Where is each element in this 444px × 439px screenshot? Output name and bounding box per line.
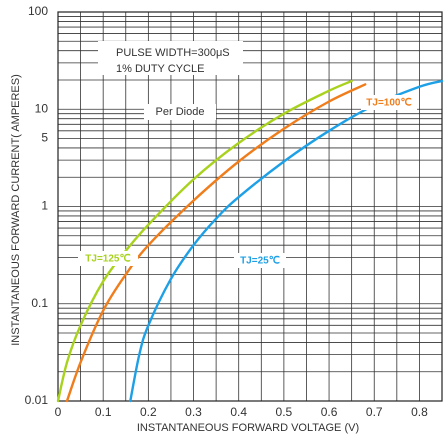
annotation-duty-cycle: 1% DUTY CYCLE [116, 63, 204, 75]
series-label-bg-125 [78, 251, 138, 266]
y-axis-label: INSTANTANEOUS FORWARD CURRENT( AMPERES) [10, 74, 22, 346]
grid [58, 12, 442, 401]
x-tick-label: 0.7 [366, 405, 383, 419]
series-label-tj-125: TJ=125℃ [85, 254, 130, 265]
y-tick-label: 100 [28, 4, 48, 18]
x-tick-label: 0.4 [230, 405, 247, 419]
x-axis-label: INSTANTANEOUS FORWARD VOLTAGE (V) [137, 422, 359, 434]
series-label-bg-100 [361, 95, 417, 110]
y-tick-label: 0.01 [25, 393, 49, 407]
y-tick-label: 0.1 [31, 296, 48, 310]
x-tick-label: 0 [55, 405, 62, 419]
series-label-tj-100: TJ=100℃ [366, 98, 411, 109]
x-tick-label: 0.1 [95, 405, 112, 419]
x-tick-label: 0.3 [185, 405, 202, 419]
series-line-2 [129, 79, 444, 403]
annotation-box [98, 41, 243, 75]
y-tick-label: 1 [41, 199, 48, 213]
x-tick-label: 0.5 [276, 405, 293, 419]
series-line-0 [56, 79, 353, 403]
plot-frame [57, 11, 443, 402]
per-diode-box [144, 104, 216, 120]
x-tick-label: 0.2 [140, 405, 157, 419]
series-curves [56, 79, 444, 403]
series-line-1 [65, 83, 367, 403]
y-tick-labels: 0.01 0.1 1 5 10 100 [25, 4, 49, 407]
x-tick-labels: 0 0.1 0.2 0.3 0.4 0.5 0.6 0.7 0.8 [55, 405, 428, 419]
y-tick-label: 5 [41, 131, 48, 145]
series-label-bg-25 [234, 253, 286, 268]
annotation-per-diode: Per Diode [156, 106, 205, 118]
series-label-tj-25: TJ=25℃ [240, 256, 280, 267]
annotation-pulse-width: PULSE WIDTH=300μS [116, 47, 230, 59]
x-tick-label: 0.8 [411, 405, 428, 419]
y-tick-label: 10 [35, 101, 49, 115]
x-tick-label: 0.6 [321, 405, 338, 419]
